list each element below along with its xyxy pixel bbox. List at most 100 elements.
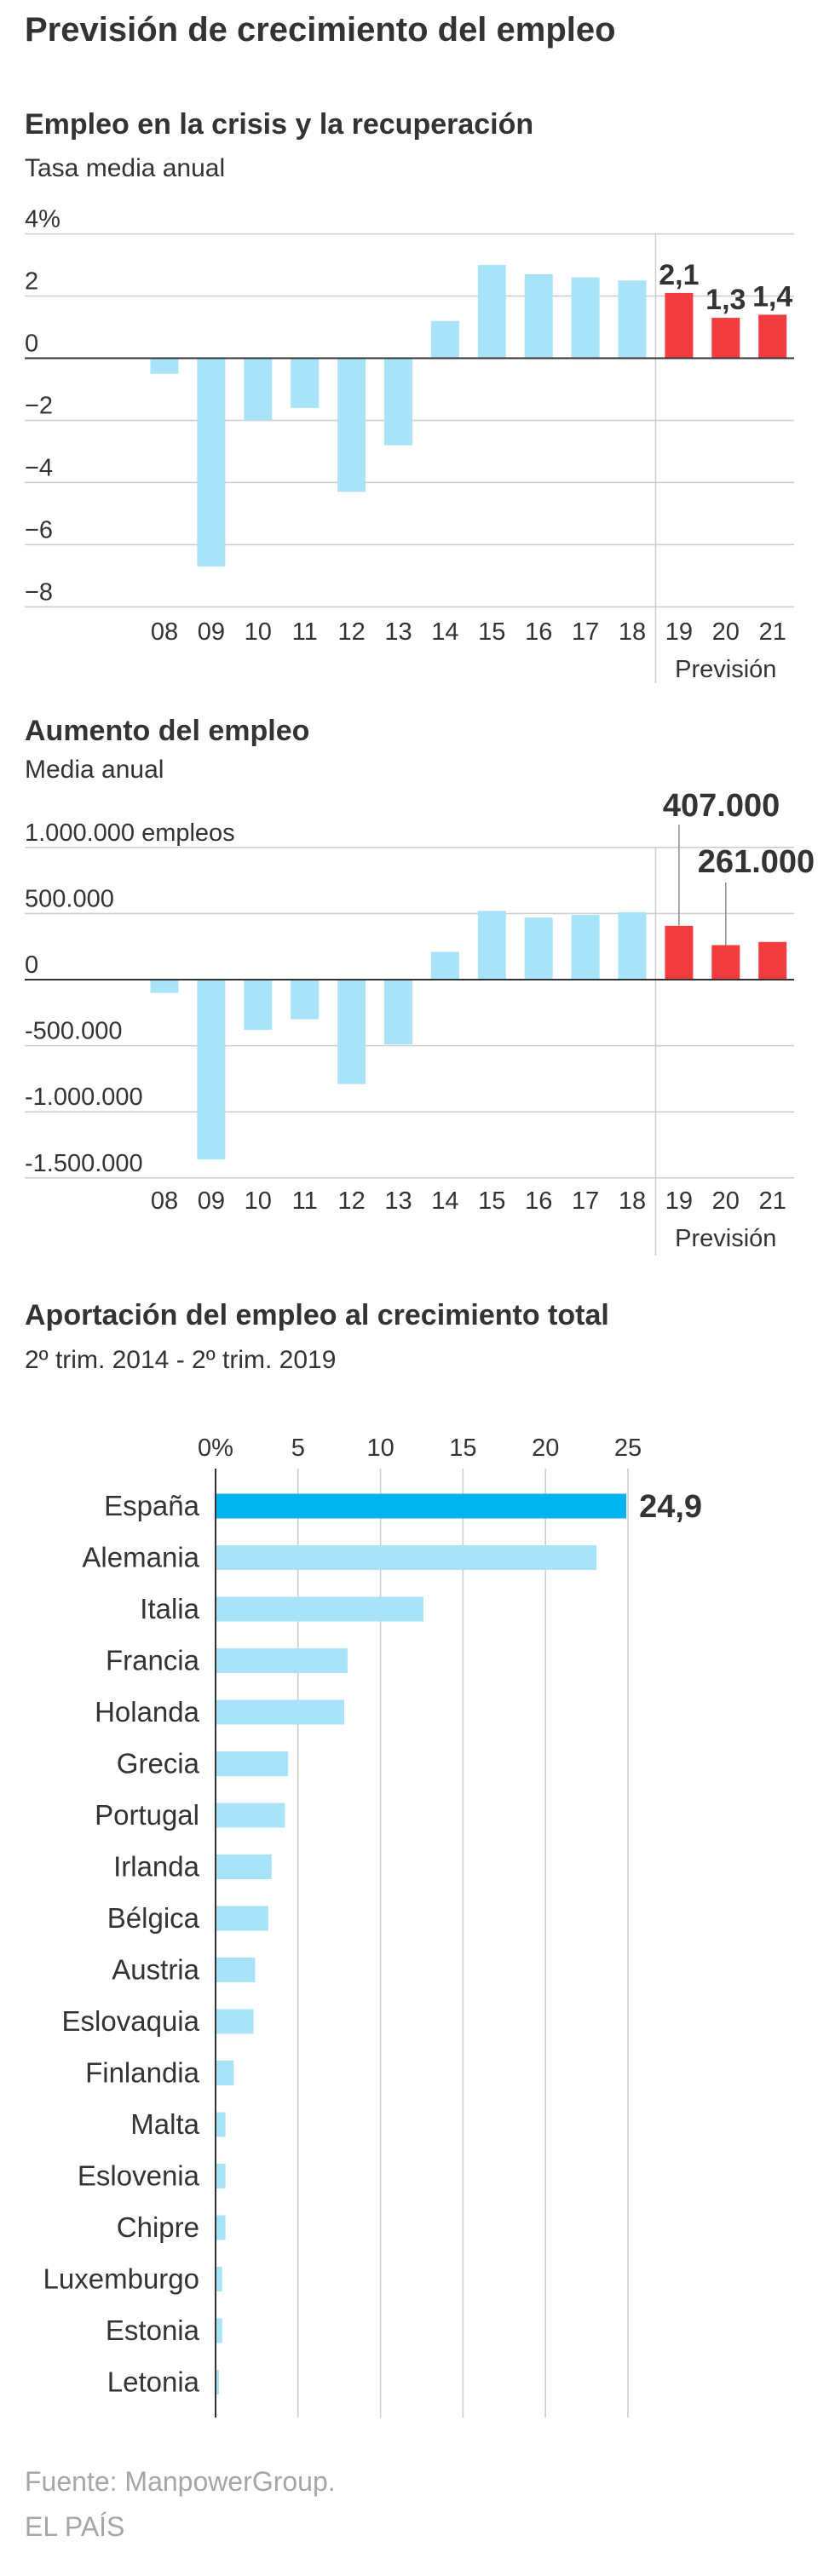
bar-10 xyxy=(244,358,273,421)
contribution-chart-title: Aportación del empleo al crecimiento tot… xyxy=(25,1299,609,1331)
y-tick-label: -1.000.000 xyxy=(25,1084,143,1111)
x-tick-label: 0% xyxy=(198,1435,233,1462)
employment-increase-chart-subtitle: Media anual xyxy=(25,756,164,784)
year-label-10: 10 xyxy=(245,1187,272,1215)
y-tick-label: 2 xyxy=(25,268,38,296)
bar-16 xyxy=(524,274,553,359)
y-tick-label: 1.000.000 empleos xyxy=(25,819,235,847)
bar-21 xyxy=(758,314,787,359)
employment-rate-chart: 4%20−2−4−6−808 09 10 11 12 13 14 15 16 17 18 19 20 21… xyxy=(25,206,794,683)
bar-17 xyxy=(571,277,600,359)
employment-increase-chart-title: Aumento del empleo xyxy=(25,715,310,747)
country-label-portugal: Portugal xyxy=(95,1799,199,1831)
country-label-estonia: Estonia xyxy=(106,2314,200,2346)
bar-09 xyxy=(197,358,226,566)
year-label-19: 19 xyxy=(665,1187,693,1215)
x-tick-label: 25 xyxy=(614,1435,642,1462)
bar-18 xyxy=(618,911,647,980)
country-label-holanda: Holanda xyxy=(95,1696,200,1728)
year-label-08: 08 xyxy=(151,618,178,646)
y-tick-label: −2 xyxy=(25,392,53,419)
year-label-12: 12 xyxy=(337,618,365,646)
year-label-17: 17 xyxy=(572,1187,599,1215)
bar-alemania xyxy=(216,1545,597,1570)
bar-17 xyxy=(571,914,600,980)
country-label-malta: Malta xyxy=(130,2108,199,2140)
page-title: Previsión de crecimiento del empleo xyxy=(25,11,616,49)
value-annotation: 2,1 xyxy=(659,259,699,291)
year-label-15: 15 xyxy=(478,618,505,646)
bar-14 xyxy=(430,320,459,359)
country-label-eslovenia: Eslovenia xyxy=(78,2160,200,2192)
bar-irlanda xyxy=(216,1854,272,1879)
x-tick-label: 5 xyxy=(291,1435,305,1462)
bar-13 xyxy=(384,358,412,446)
country-label-italia: Italia xyxy=(140,1593,199,1624)
year-label-14: 14 xyxy=(431,618,458,646)
y-tick-label: 0 xyxy=(25,952,38,979)
bar-belgica xyxy=(216,1906,268,1931)
year-label-20: 20 xyxy=(712,618,740,646)
bar-portugal xyxy=(216,1803,285,1828)
bar-italia xyxy=(216,1596,423,1622)
year-label-16: 16 xyxy=(525,618,552,646)
bar-espana xyxy=(216,1493,627,1519)
forecast-label: Previsión xyxy=(675,656,776,683)
country-label-letonia: Letonia xyxy=(107,2366,200,2398)
bar-20 xyxy=(711,945,740,980)
bar-15 xyxy=(477,911,506,980)
employment-rate-chart-title: Empleo en la crisis y la recuperación xyxy=(25,108,534,141)
year-label-13: 13 xyxy=(384,618,412,646)
y-tick-label: −6 xyxy=(25,516,53,543)
bar-12 xyxy=(337,358,366,492)
value-annotation: 1,3 xyxy=(705,284,746,316)
country-label-espana: España xyxy=(104,1490,200,1521)
country-label-luxemburgo: Luxemburgo xyxy=(43,2263,199,2295)
year-label-15: 15 xyxy=(478,1187,505,1215)
country-label-austria: Austria xyxy=(112,1954,199,1986)
year-label-12: 12 xyxy=(337,1187,365,1215)
year-label-13: 13 xyxy=(384,1187,412,1215)
y-tick-label: 0 xyxy=(25,331,38,358)
bar-malta xyxy=(216,2112,226,2137)
bar-13 xyxy=(384,980,412,1045)
bar-luxemburgo xyxy=(216,2267,222,2291)
country-label-finlandia: Finlandia xyxy=(85,2057,200,2089)
y-tick-label: 4% xyxy=(25,206,60,233)
bar-19 xyxy=(665,292,694,359)
bar-12 xyxy=(337,980,366,1084)
contribution-chart: 0% 5 10 15 20 25 España Alemania Italia Francia Ho… xyxy=(43,1435,702,2418)
value-annotation: 261.000 xyxy=(698,844,815,880)
year-label-19: 19 xyxy=(665,618,693,646)
bar-finlandia xyxy=(216,2061,234,2085)
year-label-08: 08 xyxy=(151,1187,178,1215)
y-tick-label: −8 xyxy=(25,578,53,606)
bar-letonia xyxy=(216,2370,219,2395)
year-label-09: 09 xyxy=(198,1187,225,1215)
bar-09 xyxy=(197,980,226,1160)
bar-10 xyxy=(244,980,273,1030)
value-annotation: 24,9 xyxy=(639,1489,702,1525)
bar-austria xyxy=(216,1958,256,1982)
y-tick-label: -500.000 xyxy=(25,1018,123,1045)
year-label-11: 11 xyxy=(292,1187,318,1215)
x-tick-label: 15 xyxy=(449,1435,476,1462)
y-tick-label: −4 xyxy=(25,454,53,481)
bar-18 xyxy=(618,280,647,359)
bar-15 xyxy=(477,265,506,359)
bar-estonia xyxy=(216,2318,222,2343)
bar-11 xyxy=(291,980,320,1020)
year-label-09: 09 xyxy=(198,618,225,646)
year-label-16: 16 xyxy=(525,1187,552,1215)
bar-francia xyxy=(216,1648,348,1673)
year-label-17: 17 xyxy=(572,618,599,646)
year-label-21: 21 xyxy=(759,618,786,646)
y-tick-label: 500.000 xyxy=(25,885,114,912)
source-note: Fuente: ManpowerGroup. xyxy=(25,2466,336,2497)
country-label-alemania: Alemania xyxy=(82,1542,199,1573)
country-label-francia: Francia xyxy=(106,1645,200,1676)
y-tick-label: -1.500.000 xyxy=(25,1150,143,1177)
country-label-belgica: Bélgica xyxy=(107,1902,200,1934)
employment-rate-chart-subtitle: Tasa media anual xyxy=(25,154,226,182)
bar-11 xyxy=(291,358,320,408)
